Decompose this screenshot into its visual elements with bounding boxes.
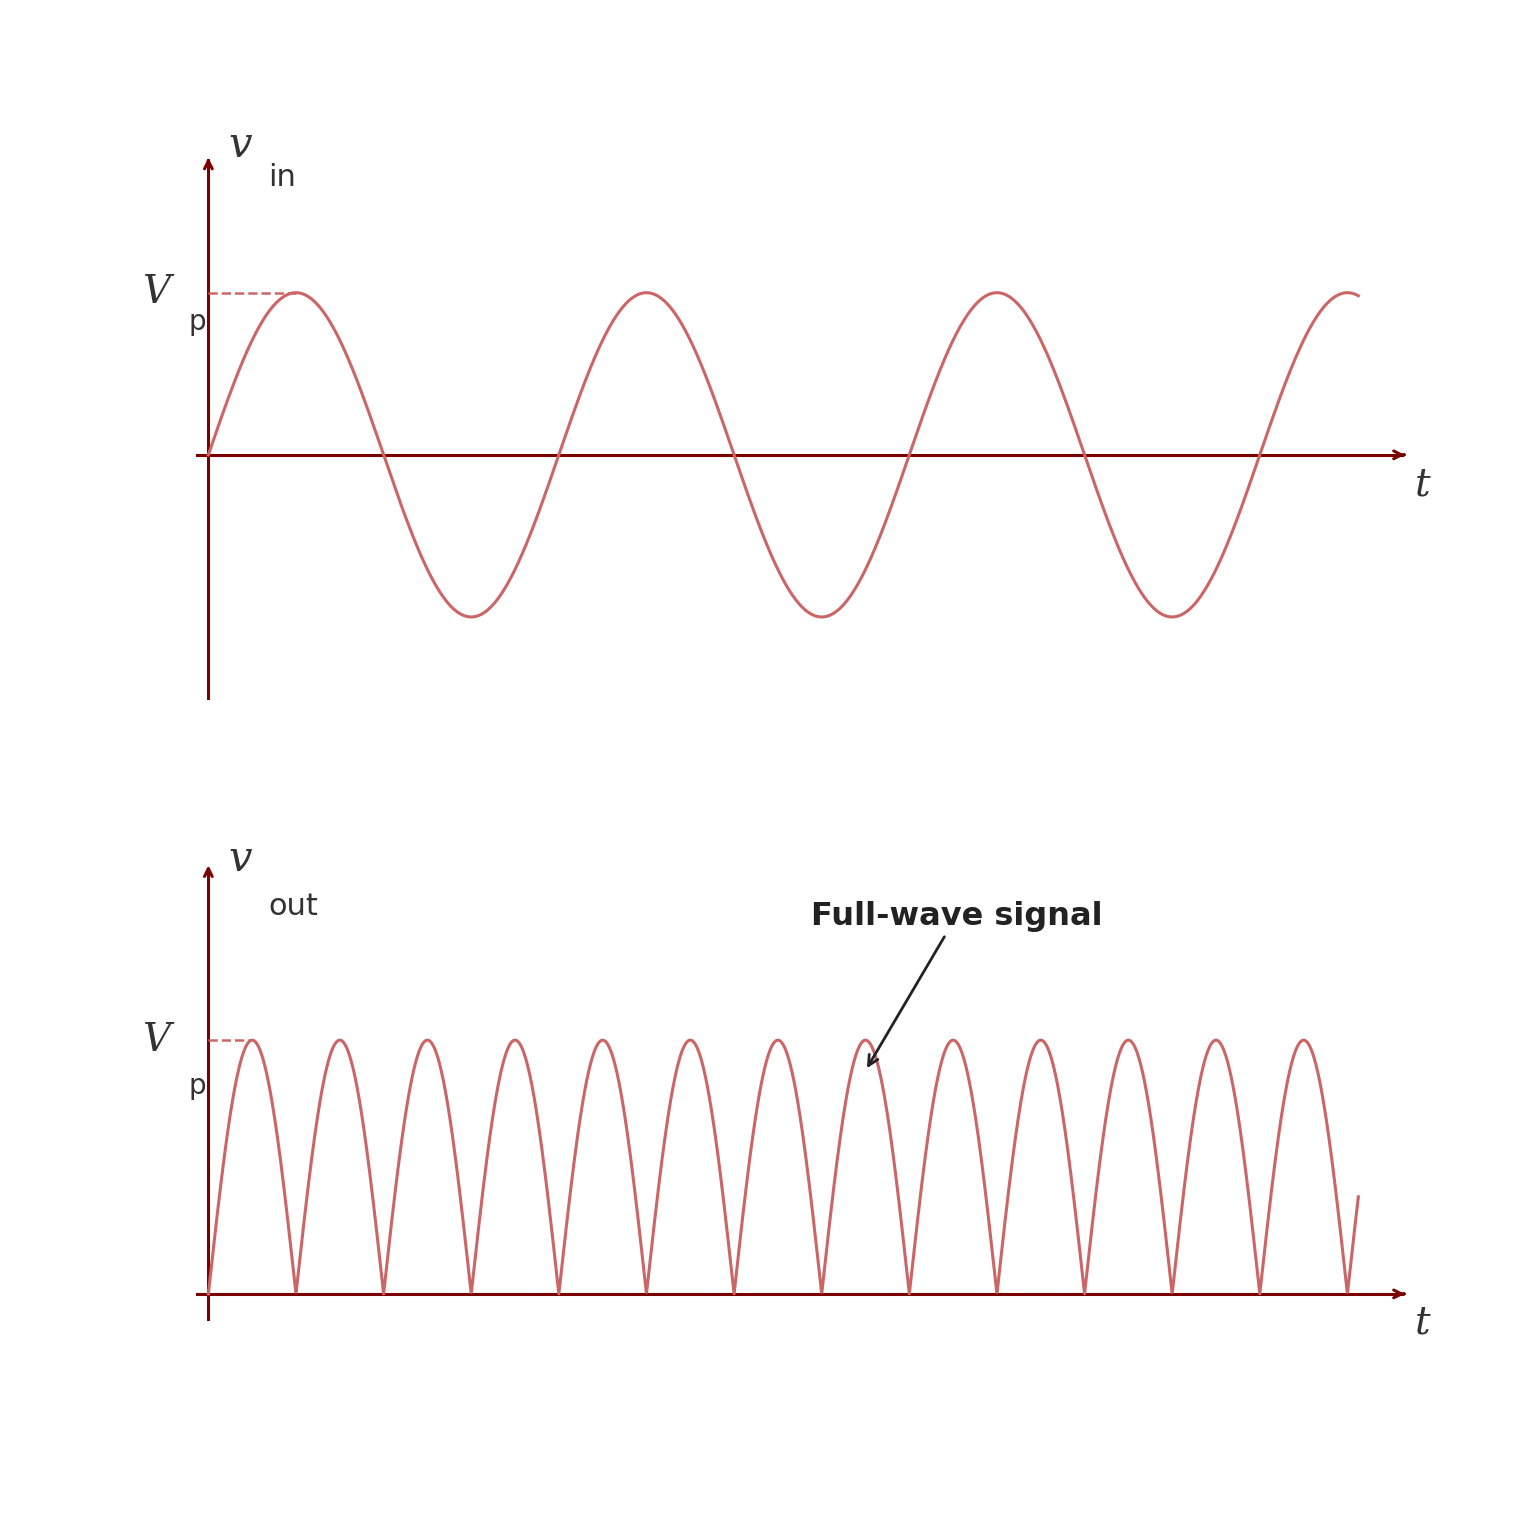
- Text: out: out: [269, 892, 318, 922]
- Text: Full-wave signal: Full-wave signal: [811, 900, 1103, 1066]
- Text: V: V: [141, 1021, 170, 1058]
- Text: t: t: [1415, 1304, 1432, 1341]
- Text: V: V: [141, 275, 170, 312]
- Text: p: p: [189, 307, 206, 336]
- Text: v: v: [227, 839, 252, 880]
- Text: in: in: [269, 163, 296, 192]
- Text: t: t: [1415, 467, 1432, 504]
- Text: v: v: [227, 124, 252, 166]
- Text: p: p: [189, 1072, 206, 1100]
